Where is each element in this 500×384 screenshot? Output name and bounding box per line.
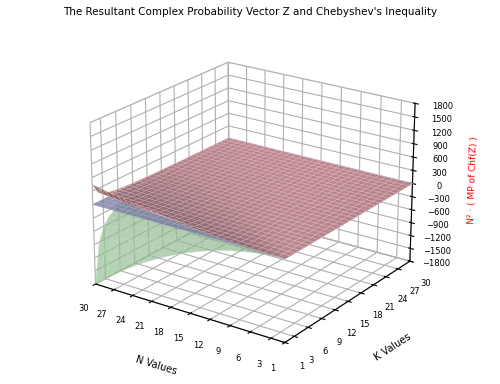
X-axis label: N Values: N Values — [134, 355, 178, 377]
Title: The Resultant Complex Probability Vector Z and Chebyshev's Inequality: The Resultant Complex Probability Vector… — [63, 7, 437, 17]
Y-axis label: K Values: K Values — [372, 331, 412, 362]
